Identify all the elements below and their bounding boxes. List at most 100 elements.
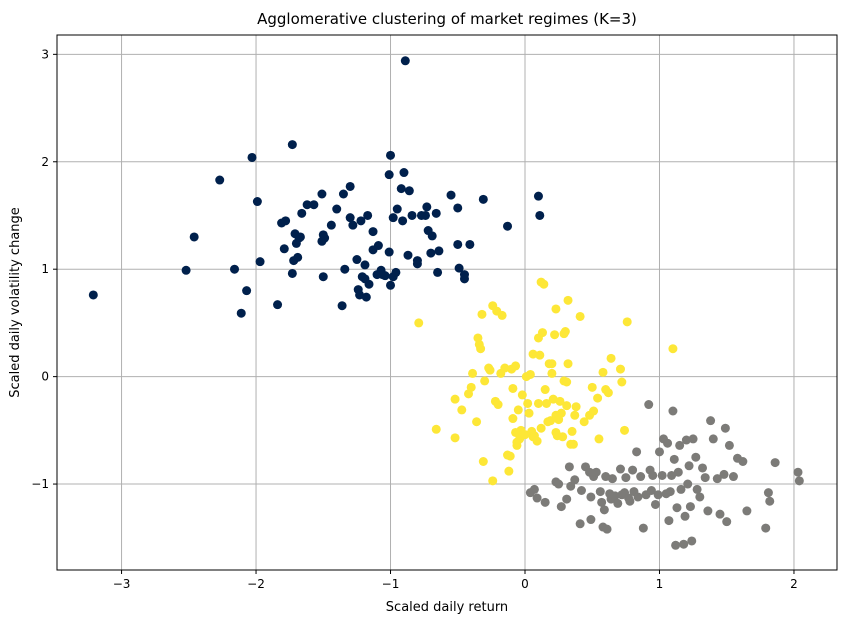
data-point-cluster-1: [363, 210, 373, 220]
x-tick-label: −1: [382, 577, 400, 591]
data-point-cluster-1: [236, 308, 246, 318]
data-point-cluster-3: [564, 462, 574, 472]
data-point-cluster-2: [535, 350, 545, 360]
data-point-cluster-3: [680, 511, 690, 521]
data-point-cluster-3: [742, 506, 752, 516]
data-point-cluster-2: [562, 377, 572, 387]
data-point-cluster-1: [478, 194, 488, 204]
data-point-cluster-2: [476, 344, 486, 354]
data-point-cluster-1: [407, 210, 417, 220]
data-point-cluster-2: [480, 376, 490, 386]
data-point-cluster-3: [665, 487, 675, 497]
data-point-cluster-1: [420, 210, 430, 220]
data-point-cluster-2: [497, 310, 507, 320]
data-point-cluster-3: [663, 438, 673, 448]
data-point-cluster-3: [673, 467, 683, 477]
data-point-cluster-1: [356, 216, 366, 226]
data-point-cluster-3: [613, 498, 623, 508]
data-point-cluster-1: [453, 203, 463, 213]
data-point-cluster-2: [579, 417, 589, 427]
y-tick-label: 0: [41, 370, 49, 384]
data-point-cluster-3: [602, 524, 612, 534]
data-point-cluster-1: [459, 274, 469, 284]
data-point-cluster-1: [360, 260, 370, 270]
data-point-cluster-2: [594, 434, 604, 444]
data-point-cluster-3: [691, 452, 701, 462]
data-point-cluster-1: [392, 204, 402, 214]
data-point-cluster-2: [508, 383, 518, 393]
y-axis-label: Scaled daily volatility change: [8, 207, 23, 398]
data-point-cluster-2: [505, 451, 515, 461]
plot-frame: [56, 34, 838, 571]
data-point-cluster-1: [293, 252, 303, 262]
data-point-cluster-2: [570, 410, 580, 420]
data-point-cluster-3: [562, 494, 572, 504]
data-point-cluster-1: [434, 246, 444, 256]
data-point-cluster-3: [657, 470, 667, 480]
grid-lines: [57, 35, 837, 570]
data-point-cluster-2: [622, 317, 632, 327]
data-point-cluster-3: [722, 517, 732, 527]
data-point-cluster-1: [426, 248, 436, 258]
data-point-cluster-3: [648, 470, 658, 480]
data-point-cluster-1: [181, 265, 191, 275]
data-point-cluster-3: [712, 474, 722, 484]
data-point-cluster-3: [628, 465, 638, 475]
data-point-cluster-1: [398, 216, 408, 226]
data-point-cluster-3: [650, 499, 660, 509]
data-point-cluster-3: [698, 463, 708, 473]
data-point-cluster-1: [317, 189, 327, 199]
data-point-cluster-3: [633, 492, 643, 502]
data-point-cluster-2: [511, 361, 521, 371]
data-point-cluster-3: [703, 506, 713, 516]
data-point-cluster-1: [399, 168, 409, 178]
data-point-cluster-3: [644, 400, 654, 410]
data-point-cluster-1: [396, 184, 406, 194]
data-point-cluster-1: [318, 272, 328, 282]
data-point-cluster-2: [542, 398, 552, 408]
data-point-cluster-3: [719, 469, 729, 479]
data-point-cluster-2: [668, 344, 678, 354]
data-point-cluster-2: [556, 408, 566, 418]
data-point-cluster-1: [386, 150, 396, 160]
data-point-cluster-3: [724, 440, 734, 450]
data-point-cluster-3: [672, 503, 682, 513]
data-point-cluster-3: [566, 481, 576, 491]
data-point-cluster-2: [539, 279, 549, 289]
data-point-cluster-1: [255, 257, 265, 267]
data-point-cluster-1: [368, 227, 378, 237]
data-point-cluster-2: [598, 367, 608, 377]
data-point-cluster-2: [500, 363, 510, 373]
data-point-cluster-2: [450, 433, 460, 443]
data-point-cluster-3: [599, 505, 609, 515]
data-point-cluster-3: [632, 447, 642, 457]
data-point-cluster-3: [607, 474, 617, 484]
data-point-cluster-1: [433, 267, 443, 277]
data-point-cluster-3: [706, 416, 716, 426]
data-point-cluster-3: [595, 487, 605, 497]
data-point-cluster-2: [414, 318, 424, 328]
data-point-cluster-2: [504, 466, 514, 476]
data-point-cluster-2: [508, 414, 518, 424]
data-point-cluster-1: [386, 280, 396, 290]
data-point-cluster-3: [761, 523, 771, 533]
data-point-cluster-2: [540, 385, 550, 395]
data-point-cluster-1: [279, 244, 289, 254]
data-point-cluster-1: [295, 232, 305, 242]
data-point-cluster-1: [361, 292, 371, 302]
data-point-cluster-1: [247, 152, 257, 162]
data-point-cluster-3: [683, 479, 693, 489]
data-point-cluster-3: [610, 491, 620, 501]
data-point-cluster-2: [450, 394, 460, 404]
data-point-cluster-1: [388, 213, 398, 223]
data-point-cluster-2: [488, 476, 498, 486]
data-point-cluster-2: [517, 390, 527, 400]
data-point-cluster-3: [671, 540, 681, 550]
data-point-cluster-2: [547, 359, 557, 369]
x-axis: −3 −2 −1 0 1 2: [113, 570, 798, 591]
data-point-cluster-3: [715, 509, 725, 519]
data-point-cluster-1: [338, 189, 348, 199]
data-point-cluster-3: [646, 486, 656, 496]
data-point-cluster-2: [575, 311, 585, 321]
